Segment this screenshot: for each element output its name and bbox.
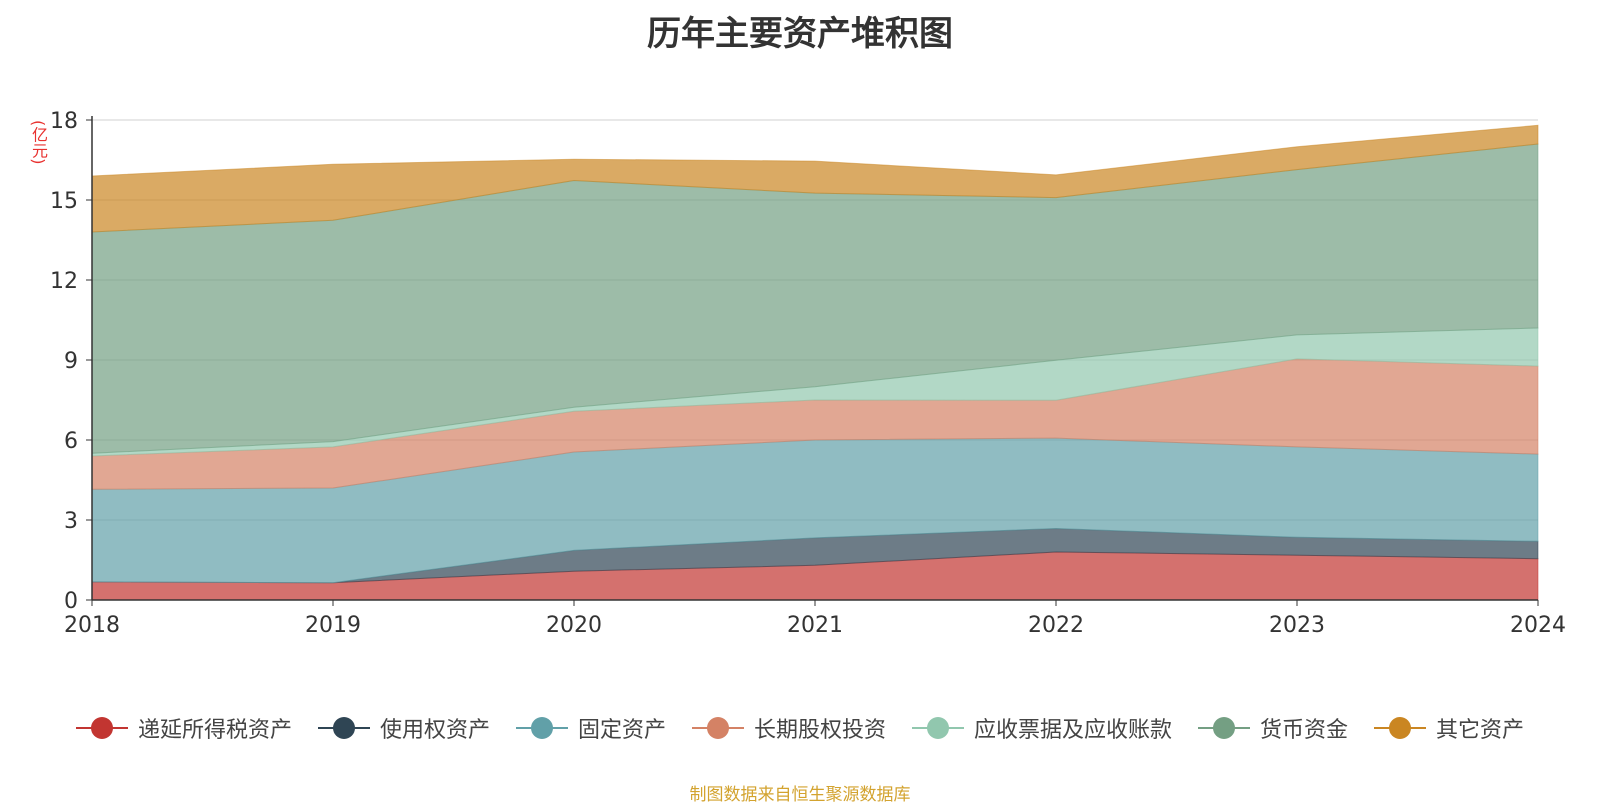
legend-item-3[interactable]: 固定资产	[515, 712, 666, 744]
legend-marker	[1198, 715, 1251, 741]
legend-item-2[interactable]: 使用权资产	[317, 712, 490, 744]
legend-item-5[interactable]: 应收票据及应收账款	[912, 712, 1172, 744]
legend-marker	[317, 715, 370, 741]
legend-marker	[75, 715, 128, 741]
y-tick-label: 12	[50, 269, 78, 294]
area-series-7	[91, 124, 1539, 233]
legend: 递延所得税资产 使用权资产 固定资产 长期股权投资 应收票据及应收账款 货币资金 其它资产	[0, 712, 1600, 744]
legend-label: 应收票据及应收账款	[974, 718, 1173, 743]
y-tick-label: 18	[50, 109, 78, 134]
legend-item-1[interactable]: 递延所得税资产	[75, 712, 292, 744]
legend-label: 其它资产	[1436, 718, 1525, 743]
legend-dot	[927, 717, 949, 739]
y-tick-label: 3	[64, 509, 78, 534]
x-tick-label: 2018	[64, 613, 120, 638]
y-tick-label: 0	[64, 589, 78, 614]
legend-item-7[interactable]: 其它资产	[1374, 712, 1524, 744]
legend-dot	[332, 717, 355, 739]
y-axis-unit: (亿元)	[29, 120, 48, 165]
legend-dot	[1389, 717, 1412, 739]
x-tick-label: 2023	[1269, 613, 1325, 638]
legend-item-6[interactable]: 货币资金	[1198, 712, 1348, 744]
axes: 0 3 6 9 12 15 18 2018 2019 2020 2021 2022 2023 2024	[50, 109, 1566, 638]
x-tick-label: 2020	[546, 613, 602, 638]
legend-dot	[706, 717, 729, 739]
legend-dot	[1213, 717, 1236, 739]
stacked-area-chart: 0 3 6 9 12 15 18 2018 2019 2020 2021 2022 2023 2024	[50, 109, 1566, 638]
legend-dot	[530, 717, 553, 739]
legend-marker	[691, 715, 744, 741]
legend-marker	[1374, 715, 1427, 741]
x-tick-label: 2024	[1510, 613, 1566, 638]
legend-item-4[interactable]: 长期股权投资	[691, 712, 886, 744]
x-tick-label: 2022	[1028, 613, 1084, 638]
legend-marker	[515, 715, 568, 741]
legend-label: 货币资金	[1260, 718, 1349, 743]
legend-label: 长期股权投资	[753, 718, 886, 743]
area-series	[91, 124, 1539, 601]
x-tick-label: 2019	[305, 613, 361, 638]
y-tick-label: 6	[64, 429, 78, 454]
legend-label: 递延所得税资产	[137, 718, 292, 743]
legend-dot	[90, 717, 113, 739]
chart-title: 历年主要资产堆积图	[647, 14, 953, 54]
legend-marker	[912, 715, 964, 741]
legend-label: 使用权资产	[379, 718, 490, 743]
legend-label: 固定资产	[577, 718, 666, 743]
data-source-note: 制图数据来自恒生聚源数据库	[689, 785, 911, 805]
y-tick-label: 15	[50, 189, 78, 214]
y-tick-label: 9	[64, 349, 78, 374]
x-tick-label: 2021	[787, 613, 843, 638]
